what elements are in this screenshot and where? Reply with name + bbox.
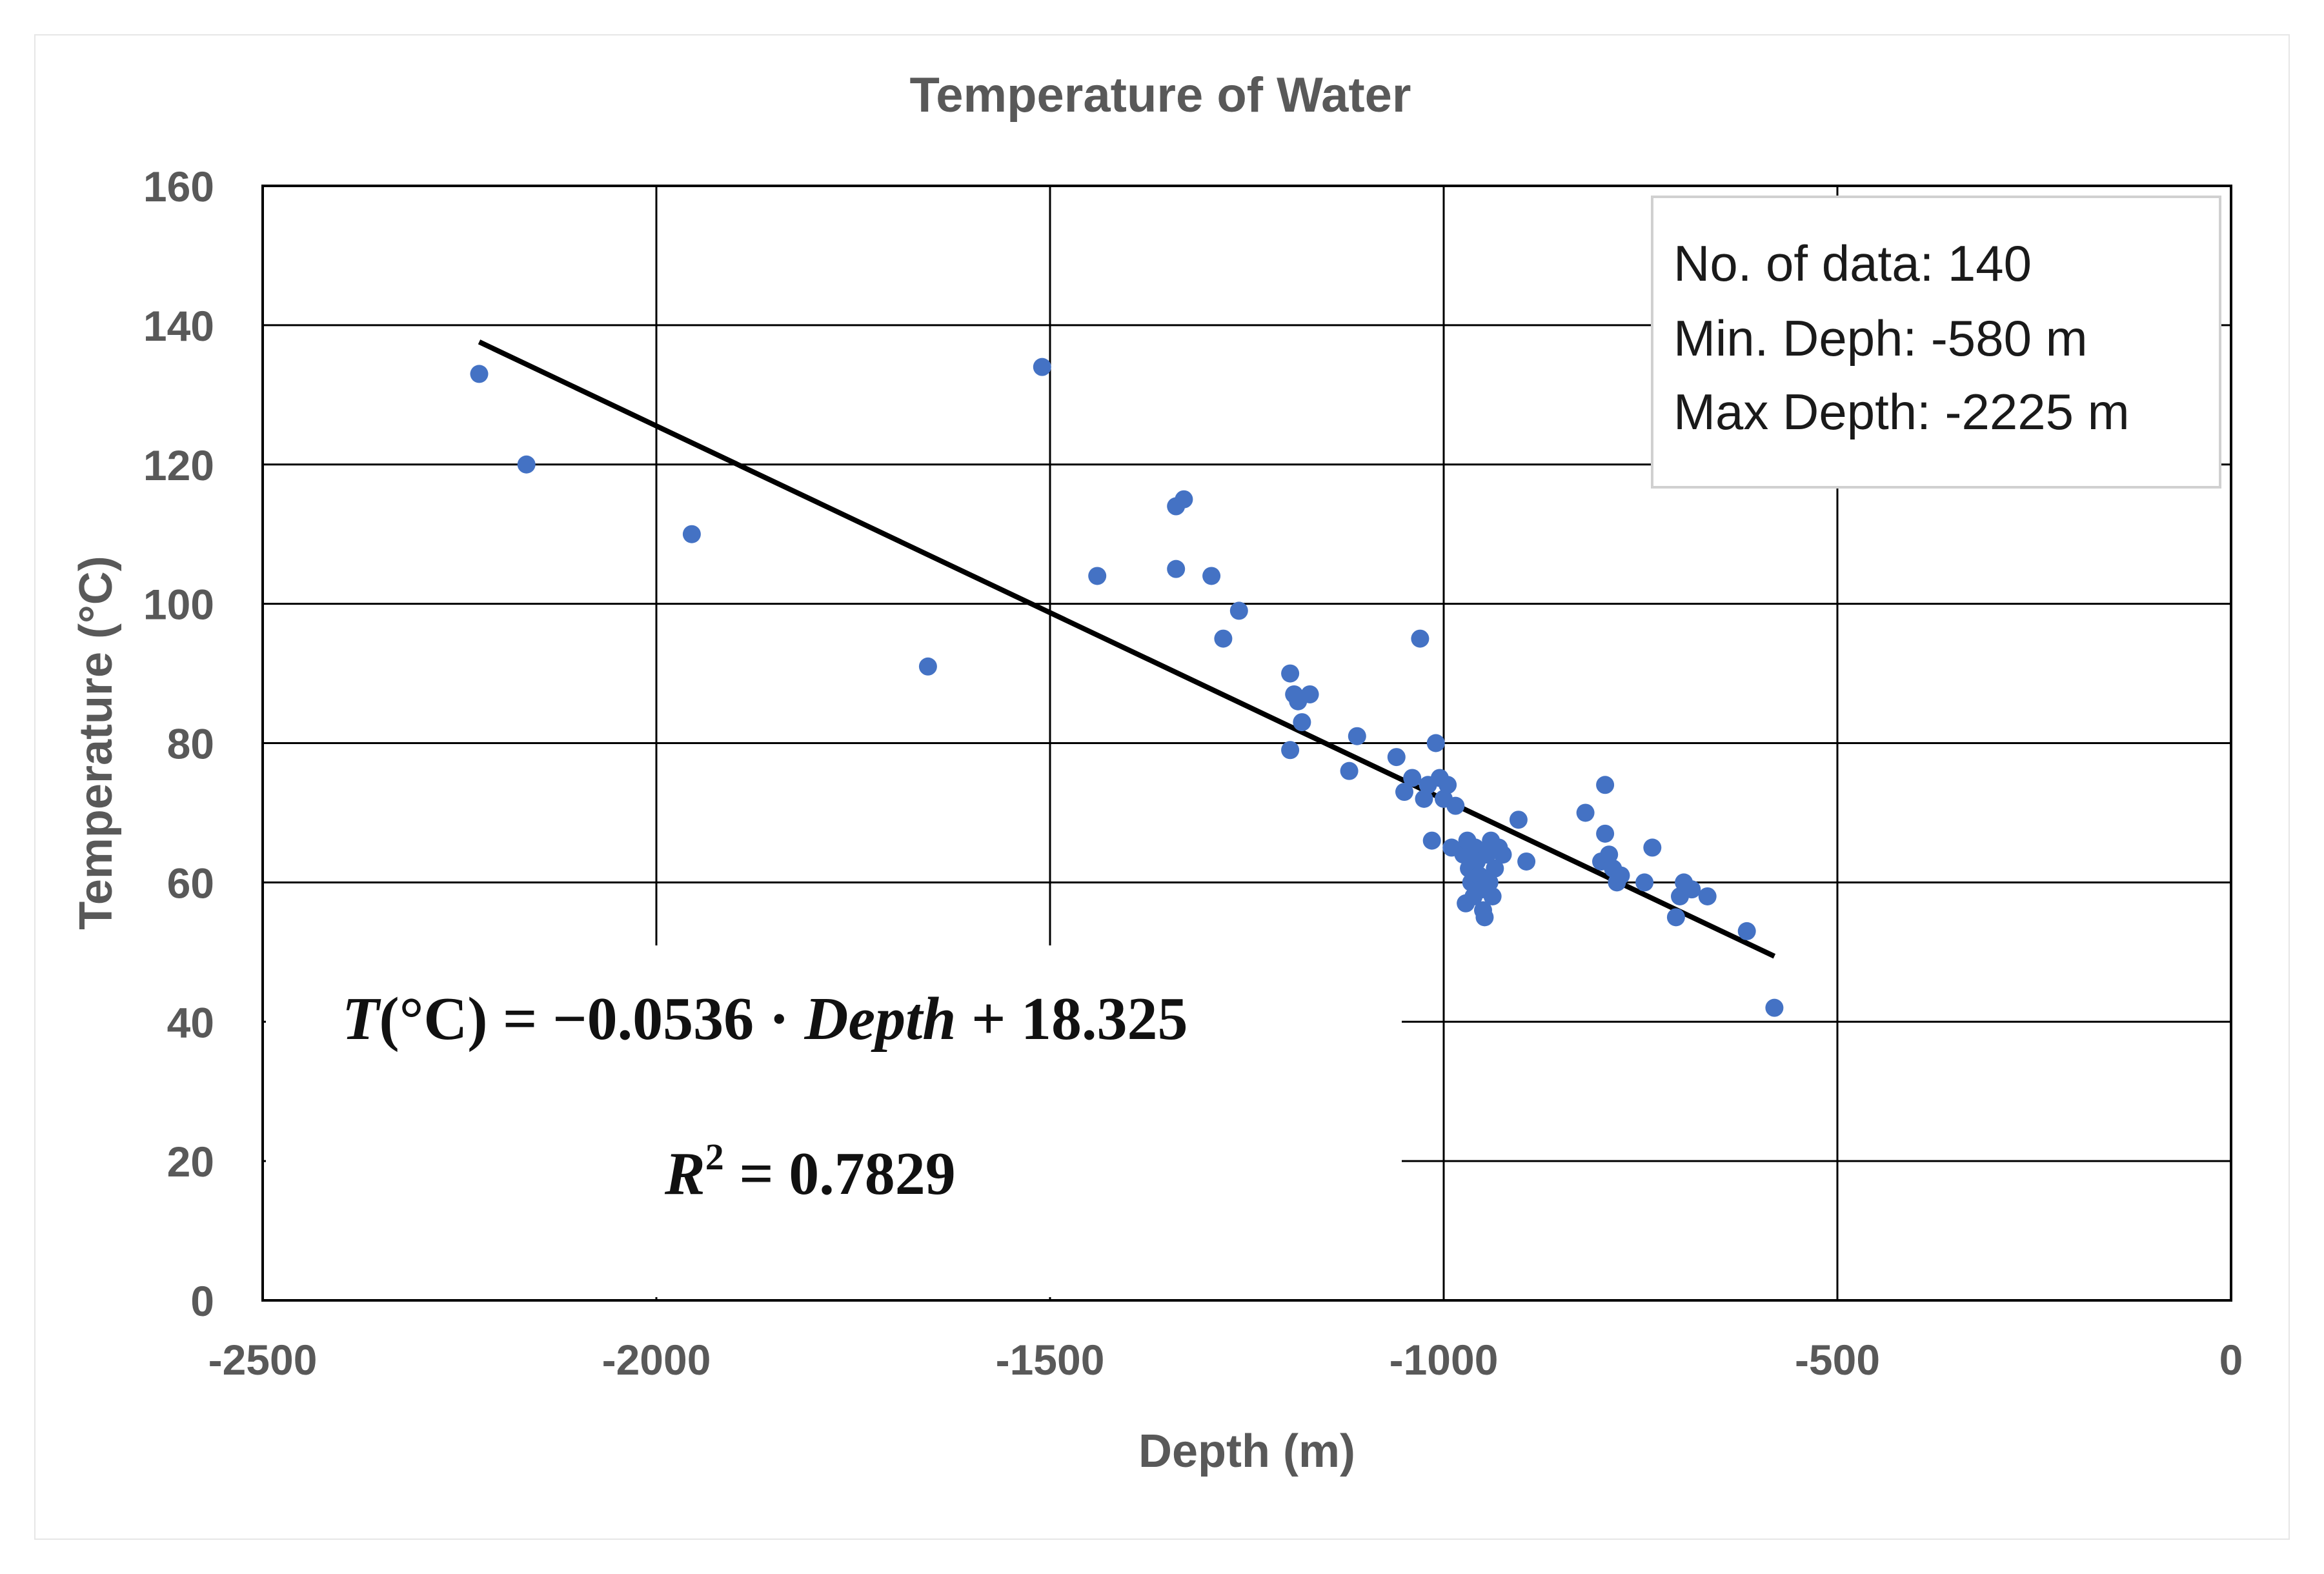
data-point — [1340, 762, 1359, 780]
r2-value: = 0.7829 — [724, 1140, 956, 1207]
chart-title: Temperature of Water — [909, 68, 1411, 123]
equation-depth-var: Depth — [803, 985, 956, 1053]
data-point — [1446, 796, 1465, 815]
data-point — [1395, 783, 1413, 802]
r2-background — [266, 1152, 1402, 1297]
data-point — [1300, 685, 1319, 703]
y-tick-label: 100 — [143, 581, 214, 629]
data-point — [1411, 629, 1430, 648]
data-point — [1293, 713, 1311, 732]
data-point — [1167, 560, 1186, 578]
data-point — [1635, 873, 1654, 892]
data-point — [1033, 358, 1051, 376]
data-point — [1426, 734, 1445, 752]
data-point — [1509, 811, 1528, 829]
equation-middle: (°C) = −0.0536 · — [379, 985, 804, 1053]
data-point — [682, 525, 701, 543]
data-point — [1596, 824, 1615, 843]
data-point — [1348, 727, 1366, 745]
info-box: No. of data: 140 Min. Deph: -580 m Max D… — [1651, 196, 2221, 489]
y-tick-label: 160 — [143, 163, 214, 210]
data-point — [1439, 776, 1457, 794]
y-tick-label: 0 — [190, 1277, 214, 1325]
info-max-depth: Max Depth: -2225 m — [1673, 383, 2130, 440]
data-point — [1403, 769, 1422, 787]
data-point — [1698, 887, 1717, 905]
data-point — [1576, 803, 1595, 822]
regression-equation: T(°C) = −0.0536 · Depth + 18.325 — [342, 985, 1188, 1053]
r-squared: R2 = 0.7829 — [664, 1136, 956, 1207]
data-points — [470, 358, 1784, 1017]
x-tick-label: -500 — [1795, 1336, 1880, 1384]
scatter-chart: Temperature of Water -2500 -2000 -1500 -100… — [70, 68, 2243, 1477]
y-tick-label: 140 — [143, 302, 214, 350]
data-point — [1682, 880, 1701, 899]
y-tick-label: 80 — [167, 720, 214, 768]
data-point — [1643, 838, 1662, 857]
data-point — [1281, 664, 1300, 683]
trendline — [478, 339, 1776, 959]
y-tick-label: 20 — [167, 1138, 214, 1186]
info-min-depth: Min. Deph: -580 m — [1673, 310, 2088, 367]
y-tick-label: 40 — [167, 998, 214, 1046]
data-point — [1175, 490, 1193, 509]
x-axis-label: Depth (m) — [1138, 1426, 1355, 1477]
y-tick-label: 120 — [143, 441, 214, 489]
x-axis-ticks: -2500 -2000 -1500 -1000 -500 0 — [208, 1336, 2243, 1384]
x-tick-label: -2500 — [208, 1336, 318, 1384]
info-data-count: No. of data: 140 — [1673, 235, 2032, 292]
r2-r-symbol: R — [664, 1140, 705, 1207]
x-tick-label: -2000 — [602, 1336, 711, 1384]
data-point — [1088, 567, 1107, 585]
data-point — [1387, 748, 1406, 767]
data-point — [1765, 998, 1784, 1017]
data-point — [470, 365, 489, 383]
data-point — [1612, 866, 1630, 885]
data-point — [1596, 776, 1615, 794]
data-point — [1737, 922, 1756, 940]
data-point — [1422, 831, 1441, 850]
data-point — [1666, 908, 1685, 927]
data-point — [1281, 741, 1300, 760]
data-point — [1486, 859, 1504, 878]
trendline-layer — [478, 339, 1776, 959]
data-point — [1202, 567, 1221, 585]
equation-intercept: + 18.325 — [956, 985, 1187, 1053]
x-tick-label: 0 — [2219, 1336, 2243, 1384]
data-point — [1415, 789, 1433, 808]
r2-superscript: 2 — [705, 1136, 724, 1178]
data-point — [1517, 852, 1536, 871]
data-point — [517, 455, 536, 474]
y-tick-label: 60 — [167, 859, 214, 907]
equation-t-symbol: T — [342, 985, 381, 1053]
equation-background — [266, 945, 1402, 1152]
data-point — [1600, 845, 1619, 864]
x-tick-label: -1000 — [1389, 1336, 1499, 1384]
info-box-border — [1651, 196, 2221, 489]
y-axis-label: Temperature (°C) — [70, 556, 122, 930]
data-point — [1480, 873, 1499, 892]
data-point — [1214, 629, 1233, 648]
data-point — [1493, 845, 1512, 864]
x-tick-label: -1500 — [996, 1336, 1105, 1384]
chart-frame: Temperature of Water -2500 -2000 -1500 -100… — [35, 35, 2289, 1539]
data-point — [1475, 908, 1494, 927]
data-point — [1483, 887, 1502, 905]
y-axis-ticks: 0 20 40 60 80 100 120 140 160 — [143, 163, 214, 1325]
data-point — [918, 657, 937, 676]
data-point — [1229, 601, 1248, 620]
